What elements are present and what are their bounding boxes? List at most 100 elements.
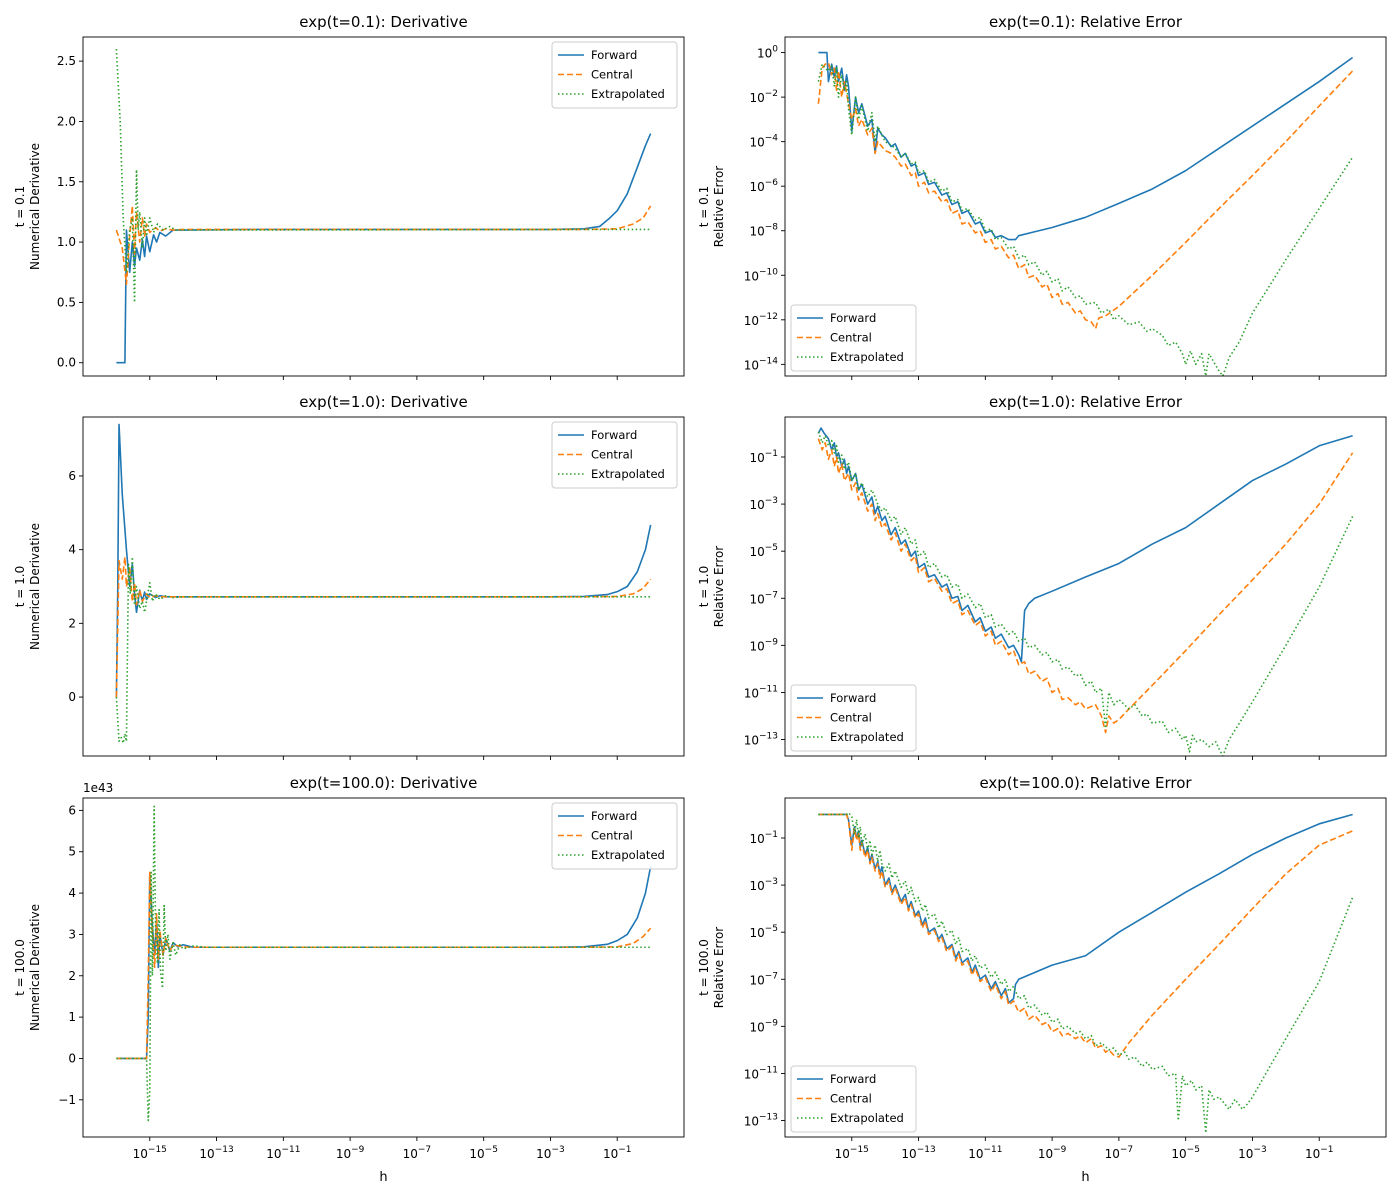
y-tick-label: 100 <box>757 45 778 61</box>
series-line-central <box>115 556 652 698</box>
legend-box <box>790 1065 917 1133</box>
axes-frame <box>82 797 685 1138</box>
subplot-4: 10−13 10−11 10−9 10−7 10−5 10−3 10−1 exp(t=1.0)… <box>697 393 1387 760</box>
y-tick-label: 10−13 <box>744 1113 778 1129</box>
y-tick-label: 1.5 <box>57 175 76 189</box>
legend: Forward Central Extrapolated <box>551 802 678 870</box>
x-tick-label: 10−15 <box>835 1145 869 1161</box>
legend-box <box>790 304 917 372</box>
series-line-central <box>115 205 652 286</box>
legend-box <box>551 802 678 870</box>
y-tick-label: 10−10 <box>744 267 779 283</box>
series-line-forward <box>116 866 652 1060</box>
subplot-2: 10−14 10−12 10−10 10−8 10−6 10−4 10−2 100 exp(t=… <box>697 13 1387 380</box>
legend-label: Extrapolated <box>591 467 665 481</box>
legend-label: Central <box>591 68 633 82</box>
x-tick-label: 10−5 <box>469 1145 498 1161</box>
y-axis-label: t = 100.0Numerical Derivative <box>13 904 42 1031</box>
x-tick-label: 10−1 <box>603 1145 632 1161</box>
legend: Forward Central Extrapolated <box>551 421 678 489</box>
y-tick-label: 10−3 <box>749 496 778 512</box>
y-tick-label: 10−11 <box>744 684 778 700</box>
y-tick-label: −1 <box>58 1093 76 1107</box>
legend-label: Central <box>591 448 633 462</box>
legend: Forward Central Extrapolated <box>790 1065 917 1133</box>
legend-box <box>790 684 917 752</box>
legend: Forward Central Extrapolated <box>790 304 917 372</box>
y-tick-label: 4 <box>68 543 76 557</box>
y-tick-label: 2 <box>68 616 76 630</box>
x-tick-label: 10−13 <box>199 1145 233 1161</box>
series-line-central <box>116 871 652 1060</box>
y-axis-label: t = 1.0Numerical Derivative <box>13 523 42 650</box>
series-line-forward <box>818 51 1354 241</box>
subplot-5: 10−15 10−13 10−11 10−9 10−7 10−5 10−3 10−1 −1 0 1 2… <box>13 774 685 1185</box>
legend-box <box>551 421 678 489</box>
y-tick-label: 10−12 <box>744 312 778 328</box>
y-tick-label: 6 <box>68 803 76 817</box>
y-axis-label: t = 0.1Numerical Derivative <box>13 143 42 270</box>
y-axis-label: t = 1.0Relative Error <box>697 546 726 628</box>
series-lines <box>116 805 652 1122</box>
series-line-forward <box>817 427 1353 663</box>
series-line-central <box>818 813 1353 1058</box>
legend-label: Extrapolated <box>591 87 665 101</box>
y-tick-label: 10−5 <box>749 543 778 559</box>
series-line-central <box>817 61 1354 330</box>
axes-frame <box>784 416 1387 757</box>
legend-label: Extrapolated <box>591 848 665 862</box>
x-tick-label: 10−11 <box>968 1145 1002 1161</box>
y-tick-label: 5 <box>68 845 76 859</box>
series-line-forward <box>818 813 1353 1004</box>
y-tick-label: 10−4 <box>749 134 778 150</box>
x-tick-label: 10−13 <box>901 1145 935 1161</box>
axes-frame <box>82 36 685 377</box>
chart-title: exp(t=100.0): Relative Error <box>979 774 1192 792</box>
x-tick-label: 10−3 <box>1238 1145 1267 1161</box>
y-tick-label: 0 <box>68 690 76 704</box>
legend-label: Central <box>830 331 872 345</box>
legend-label: Forward <box>591 809 637 823</box>
x-tick-label: 10−7 <box>1105 1145 1134 1161</box>
x-tick-label: 10−5 <box>1171 1145 1200 1161</box>
y-tick-label: 0.5 <box>57 295 76 309</box>
y-tick-label: 10−7 <box>749 590 778 606</box>
legend-label: Forward <box>591 48 637 62</box>
y-tick-label: 0 <box>68 1051 76 1065</box>
series-lines <box>817 51 1354 376</box>
subplot-3: 0 2 4 6 exp(t=1.0): Derivative t = 1.0Numeric… <box>13 393 685 760</box>
y-tick-label: 2.5 <box>57 54 76 68</box>
legend-label: Forward <box>830 1072 876 1086</box>
legend: Forward Central Extrapolated <box>551 41 678 109</box>
series-lines <box>818 811 1354 1134</box>
legend-label: Forward <box>830 311 876 325</box>
y-tick-label: 10−9 <box>749 1018 778 1034</box>
legend-label: Extrapolated <box>830 1111 904 1125</box>
x-tick-label: 10−3 <box>536 1145 565 1161</box>
x-tick-label: 10−11 <box>266 1145 300 1161</box>
y-tick-label: 1 <box>68 1010 76 1024</box>
axes-frame <box>784 36 1387 377</box>
legend-label: Central <box>830 711 872 725</box>
series-line-extrapolated <box>817 63 1354 376</box>
y-tick-label: 4 <box>68 886 76 900</box>
y-tick-label: 10−9 <box>749 637 778 653</box>
series-lines <box>115 49 652 364</box>
legend-box <box>551 41 678 109</box>
axes-frame <box>784 797 1387 1138</box>
legend-label: Central <box>591 829 633 843</box>
y-axis-label: t = 0.1Relative Error <box>697 166 726 248</box>
y-tick-label: 2.0 <box>57 114 76 128</box>
x-tick-label: 10−15 <box>133 1145 167 1161</box>
subplot-6: 10−15 10−13 10−11 10−9 10−7 10−5 10−3 10−1 10−13… <box>697 774 1387 1185</box>
legend: Forward Central Extrapolated <box>790 684 917 752</box>
chart-title: exp(t=100.0): Derivative <box>290 774 478 792</box>
x-tick-label: 10−9 <box>1038 1145 1067 1161</box>
legend-label: Forward <box>591 428 637 442</box>
series-line-central <box>817 438 1354 734</box>
y-tick-label: 6 <box>68 469 76 483</box>
series-lines <box>817 427 1354 756</box>
x-tick-label: 10−9 <box>336 1145 365 1161</box>
chart-title: exp(t=0.1): Relative Error <box>989 13 1183 31</box>
